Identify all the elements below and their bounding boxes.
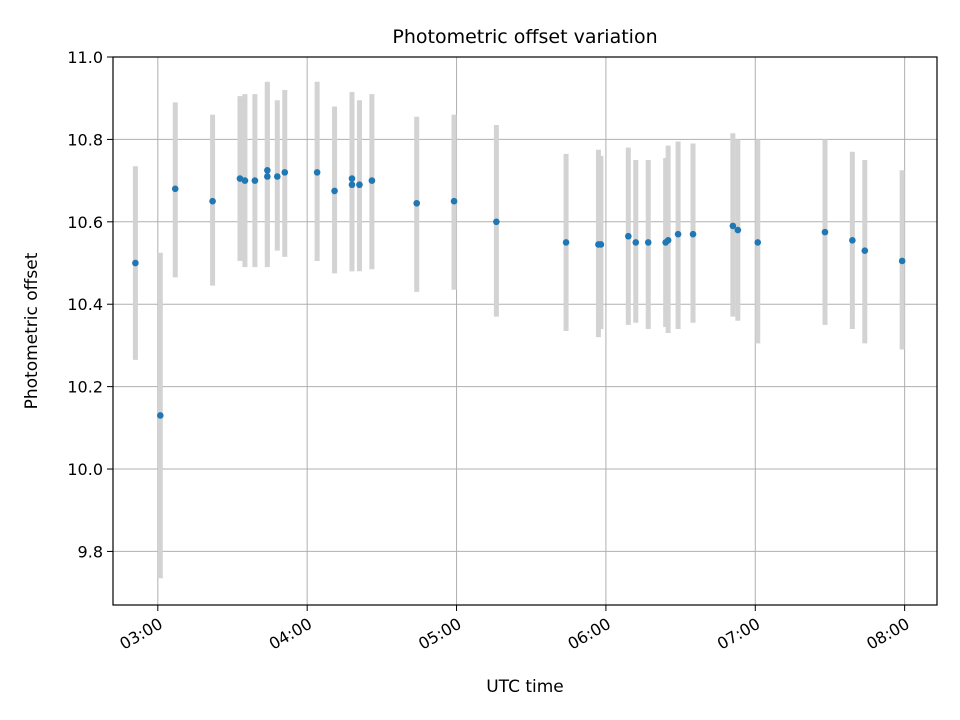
y-tick-label: 10.8 — [67, 130, 103, 149]
data-point — [898, 257, 906, 265]
data-point — [171, 185, 179, 193]
data-point — [209, 197, 216, 205]
y-tick-label: 11.0 — [67, 48, 103, 67]
data-point — [156, 412, 164, 419]
data-point — [281, 169, 289, 176]
data-point — [729, 222, 737, 230]
plot-frame — [112, 56, 938, 606]
data-point — [331, 187, 338, 195]
data-point — [274, 173, 281, 180]
data-point — [861, 247, 869, 254]
data-point — [689, 230, 697, 238]
data-point — [348, 175, 356, 182]
x-axis-label: UTC time — [486, 677, 564, 697]
data-point — [313, 169, 321, 176]
y-axis-label: Photometric offset — [22, 252, 42, 409]
data-point — [674, 230, 682, 238]
data-point — [734, 226, 742, 234]
data-point — [348, 181, 356, 189]
data-point — [132, 259, 139, 267]
data-point — [632, 239, 640, 246]
y-axis: 9.8 10.0 10.2 10.4 10.6 10.8 11.0 — [67, 48, 113, 561]
data-point — [754, 239, 762, 246]
data-point — [493, 218, 500, 226]
data-point — [625, 232, 632, 240]
y-tick-label: 9.8 — [78, 542, 103, 561]
data-point — [597, 241, 605, 248]
data-point — [264, 167, 271, 174]
data-point — [251, 177, 259, 184]
data-point — [236, 175, 244, 182]
data-point — [849, 237, 856, 244]
data-point — [368, 177, 376, 184]
data-point — [821, 228, 829, 236]
data-point — [450, 197, 458, 205]
data-point — [356, 181, 363, 189]
data-point — [644, 239, 652, 246]
data-points — [132, 167, 906, 419]
y-tick-label: 10.6 — [67, 213, 103, 232]
data-point — [562, 239, 570, 246]
data-point — [241, 177, 249, 184]
chart-title: Photometric offset variation — [392, 26, 657, 48]
y-tick-label: 10.4 — [67, 295, 103, 314]
data-point — [664, 237, 672, 244]
data-point — [264, 173, 271, 180]
y-tick-label: 10.2 — [67, 378, 103, 397]
data-point — [413, 199, 421, 207]
y-tick-label: 10.0 — [67, 460, 103, 479]
